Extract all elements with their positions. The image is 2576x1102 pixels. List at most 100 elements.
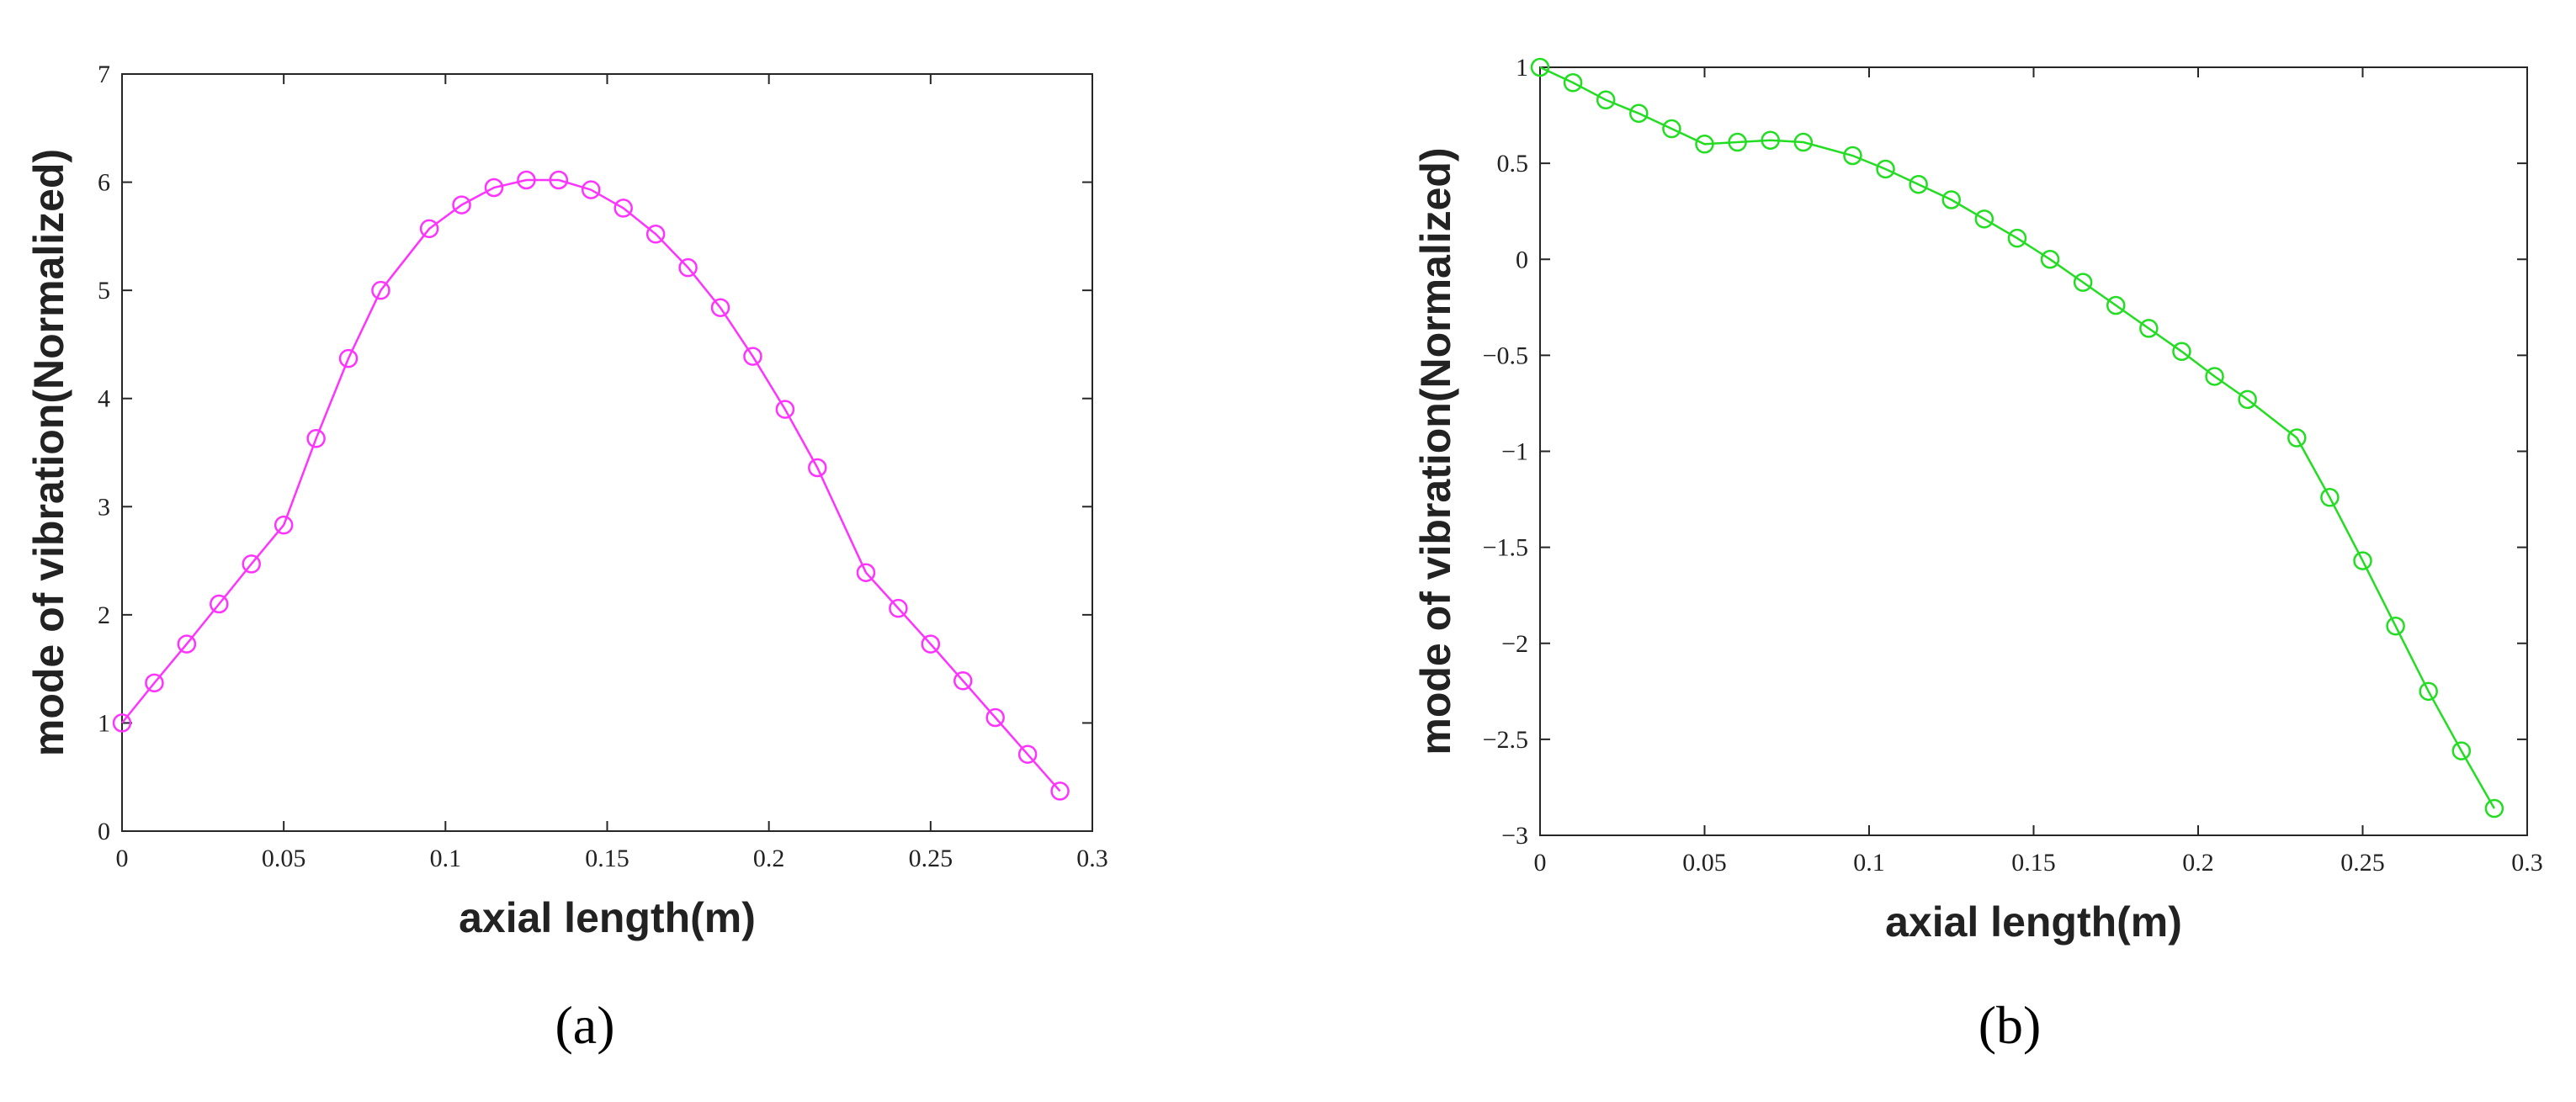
- data-point: [517, 170, 536, 190]
- y-axis-label: mode of vibration(Normalized): [25, 149, 72, 756]
- y-tick-label: 3: [98, 493, 110, 521]
- data-point: [921, 634, 941, 654]
- y-tick-label: 7: [98, 61, 110, 88]
- data-point: [1563, 73, 1583, 93]
- series-line: [1539, 66, 2495, 809]
- data-point: [1662, 119, 1681, 139]
- panel-label: (b): [1978, 995, 2042, 1055]
- data-point: [678, 257, 698, 278]
- data-point: [2287, 428, 2307, 448]
- x-tick-label: 0.25: [909, 845, 953, 872]
- data-point: [2484, 798, 2504, 819]
- x-tick-label: 0: [1534, 849, 1547, 877]
- x-tick-label: 0.1: [430, 845, 462, 872]
- x-tick-label: 0.05: [262, 845, 306, 872]
- data-point: [1695, 135, 1714, 154]
- y-tick-label: 0: [1516, 246, 1528, 273]
- data-point: [1843, 146, 1862, 166]
- data-point: [2106, 295, 2126, 315]
- x-tick-label: 0.2: [2182, 849, 2214, 877]
- data-point: [743, 347, 762, 366]
- data-point: [2386, 616, 2405, 636]
- data-point: [613, 199, 633, 218]
- data-point: [112, 713, 132, 733]
- data-point: [2205, 367, 2224, 386]
- plot-frame: [121, 73, 1093, 832]
- data-point: [2172, 342, 2191, 362]
- data-point: [549, 170, 569, 190]
- data-point: [1530, 57, 1550, 77]
- data-point: [1941, 190, 1961, 209]
- chart-panel-b: 0 0.05 0.1 0.15 0.2 0.25 0.3 −3 −2.5 −2 −1.5 −1 −0.5…: [1412, 54, 2543, 1055]
- y-tick-label: −1.5: [1483, 534, 1528, 562]
- data-point: [645, 225, 666, 244]
- x-tick-label: 0.3: [2511, 849, 2543, 877]
- x-tick-label: 0.1: [1853, 849, 1885, 877]
- data-point: [452, 195, 471, 215]
- data-point: [2040, 250, 2060, 269]
- data-point: [274, 515, 294, 535]
- data-point: [419, 219, 439, 239]
- x-tick-label: 0.2: [753, 845, 785, 872]
- y-tick-label: 0.5: [1497, 150, 1529, 177]
- data-point: [371, 280, 390, 300]
- data-point: [2320, 488, 2340, 507]
- data-point: [484, 177, 504, 198]
- data-point: [145, 673, 164, 693]
- y-tick-label: −0.5: [1483, 342, 1528, 369]
- x-axis-label: axial length(m): [1885, 898, 2182, 946]
- x-tick-label: 0.25: [2340, 849, 2385, 877]
- data-point: [2353, 551, 2372, 570]
- data-point: [1728, 132, 1747, 152]
- plot-frame: [1539, 66, 2528, 836]
- x-tick-label: 0.15: [585, 845, 629, 872]
- data-point: [2073, 273, 2093, 292]
- data-point: [856, 563, 876, 582]
- data-point: [889, 598, 908, 618]
- chart-panel-a: 0 0.05 0.1 0.15 0.2 0.25 0.3 0 1 2 3 4 5 6 7 axial leng…: [25, 61, 1108, 1055]
- panel-label: (a): [555, 995, 614, 1055]
- data-point: [2139, 319, 2159, 338]
- data-point: [775, 400, 795, 419]
- y-tick-label: 6: [98, 169, 110, 197]
- series-line: [121, 178, 1061, 792]
- y-tick-label: −3: [1501, 822, 1528, 850]
- data-point: [338, 348, 359, 368]
- data-point: [177, 634, 197, 654]
- data-point: [1974, 209, 1994, 229]
- y-tick-label: −2.5: [1483, 726, 1528, 754]
- y-axis-label: mode of vibration(Normalized): [1412, 147, 1459, 755]
- x-tick-label: 0: [116, 845, 129, 872]
- data-point: [210, 594, 229, 614]
- data-point: [2007, 228, 2027, 248]
- data-point: [2419, 681, 2438, 702]
- data-point: [710, 298, 730, 317]
- x-axis-label: axial length(m): [459, 894, 756, 941]
- data-point: [1050, 781, 1070, 801]
- y-tick-label: 5: [98, 277, 110, 305]
- data-point: [2451, 741, 2472, 760]
- data-point: [808, 458, 827, 478]
- data-point: [985, 707, 1005, 728]
- data-point: [1876, 159, 1895, 179]
- data-point: [1629, 103, 1649, 124]
- y-tick-label: 2: [98, 601, 110, 629]
- data-point: [953, 671, 973, 691]
- data-point: [1017, 744, 1038, 764]
- y-tick-label: −1: [1501, 438, 1528, 466]
- data-point: [582, 180, 601, 199]
- data-point: [2238, 389, 2257, 410]
- y-tick-label: 1: [98, 709, 110, 737]
- data-point: [1596, 90, 1616, 110]
- data-point: [1793, 132, 1814, 152]
- x-tick-label: 0.05: [1682, 849, 1727, 877]
- data-point: [1909, 174, 1928, 194]
- data-point: [242, 554, 261, 574]
- x-tick-label: 0.15: [2011, 849, 2056, 877]
- y-tick-label: 0: [98, 818, 110, 845]
- y-tick-label: 1: [1516, 54, 1528, 82]
- y-tick-label: −2: [1501, 630, 1528, 658]
- data-point: [306, 429, 326, 448]
- data-point: [1761, 130, 1780, 150]
